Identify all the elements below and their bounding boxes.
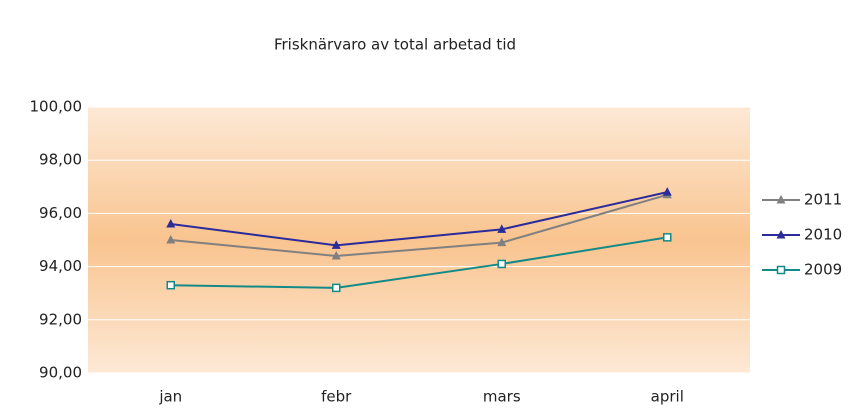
data-point xyxy=(497,224,507,233)
y-tick-label: 94,00 xyxy=(39,257,82,275)
y-tick-label: 90,00 xyxy=(39,364,82,382)
data-point xyxy=(497,259,506,269)
data-point xyxy=(497,237,507,247)
legend-marker xyxy=(776,265,786,275)
legend-marker xyxy=(776,230,786,239)
data-point xyxy=(166,219,176,228)
x-tick-label: april xyxy=(651,388,684,406)
x-tick-label: mars xyxy=(483,388,521,406)
x-tick-label: jan xyxy=(158,388,182,406)
data-point xyxy=(662,187,672,196)
y-tick-label: 98,00 xyxy=(39,151,82,169)
legend-marker xyxy=(776,195,786,204)
data-point xyxy=(332,283,341,293)
legend-label: 2010 xyxy=(804,226,842,244)
data-point xyxy=(331,240,341,249)
series-line xyxy=(170,193,668,257)
data-point xyxy=(663,233,672,242)
plot-area xyxy=(88,107,750,373)
series-line xyxy=(170,191,668,247)
y-tick-label: 92,00 xyxy=(39,310,82,328)
chart-title: Frisknärvaro av total arbetad tid xyxy=(274,36,516,54)
y-tick-label: 96,00 xyxy=(39,204,82,222)
series-line xyxy=(170,236,668,289)
y-tick-label: 100,00 xyxy=(30,98,83,116)
data-point xyxy=(166,280,175,290)
data-point xyxy=(331,250,341,260)
legend-label: 2011 xyxy=(804,191,842,209)
x-tick-label: febr xyxy=(321,388,352,406)
data-point xyxy=(166,235,176,244)
legend-label: 2009 xyxy=(804,261,842,279)
